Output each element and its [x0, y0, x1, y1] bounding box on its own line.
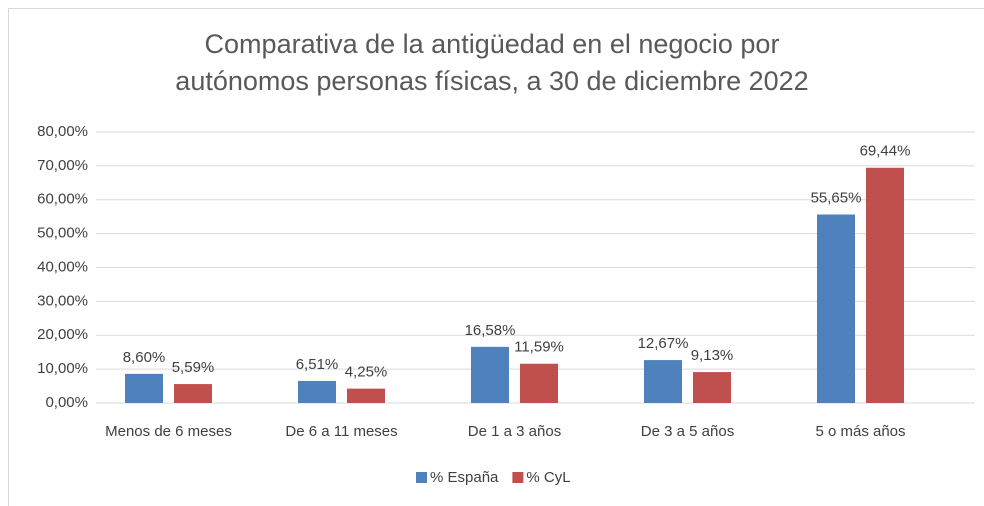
bar [866, 167, 904, 403]
data-label: 11,59% [514, 339, 564, 356]
bar [298, 380, 336, 403]
data-label: 16,58% [465, 322, 516, 339]
legend-swatch [512, 472, 524, 483]
bar [817, 214, 855, 403]
legend-label: % CyL [526, 469, 570, 486]
y-tick-label: 0,00% [45, 394, 88, 411]
x-tick-label: De 6 a 11 meses [285, 423, 397, 440]
legend-label: % España [430, 469, 499, 486]
data-label: 9,13% [691, 347, 734, 364]
bar [347, 388, 385, 403]
y-tick-label: 70,00% [37, 157, 88, 174]
data-label: 5,59% [172, 359, 215, 376]
x-tick-label: De 1 a 3 años [468, 423, 561, 440]
chart-border [8, 8, 984, 506]
y-tick-label: 80,00% [37, 123, 88, 140]
data-label: 6,51% [296, 356, 339, 373]
data-label: 69,44% [860, 143, 911, 160]
y-tick-label: 60,00% [37, 191, 88, 208]
y-tick-label: 50,00% [37, 225, 88, 242]
data-label: 4,25% [345, 364, 388, 381]
bar [520, 363, 558, 403]
x-tick-label: Menos de 6 meses [105, 423, 232, 440]
bar [693, 372, 731, 403]
y-tick-label: 30,00% [37, 292, 88, 309]
data-label: 12,67% [638, 335, 689, 352]
bar [125, 373, 163, 403]
data-label: 8,60% [123, 349, 166, 366]
bar [471, 346, 509, 403]
bar [644, 360, 682, 403]
chart-title: Comparativa de la antigüedad en el negoc… [175, 29, 809, 96]
y-tick-label: 40,00% [37, 258, 88, 275]
legend-swatch [416, 472, 427, 483]
data-label: 55,65% [811, 189, 862, 206]
x-tick-label: De 3 a 5 años [641, 423, 734, 440]
bar [174, 384, 212, 403]
y-tick-label: 20,00% [37, 326, 88, 343]
x-tick-label: 5 o más años [815, 423, 905, 440]
y-tick-label: 10,00% [37, 360, 88, 377]
